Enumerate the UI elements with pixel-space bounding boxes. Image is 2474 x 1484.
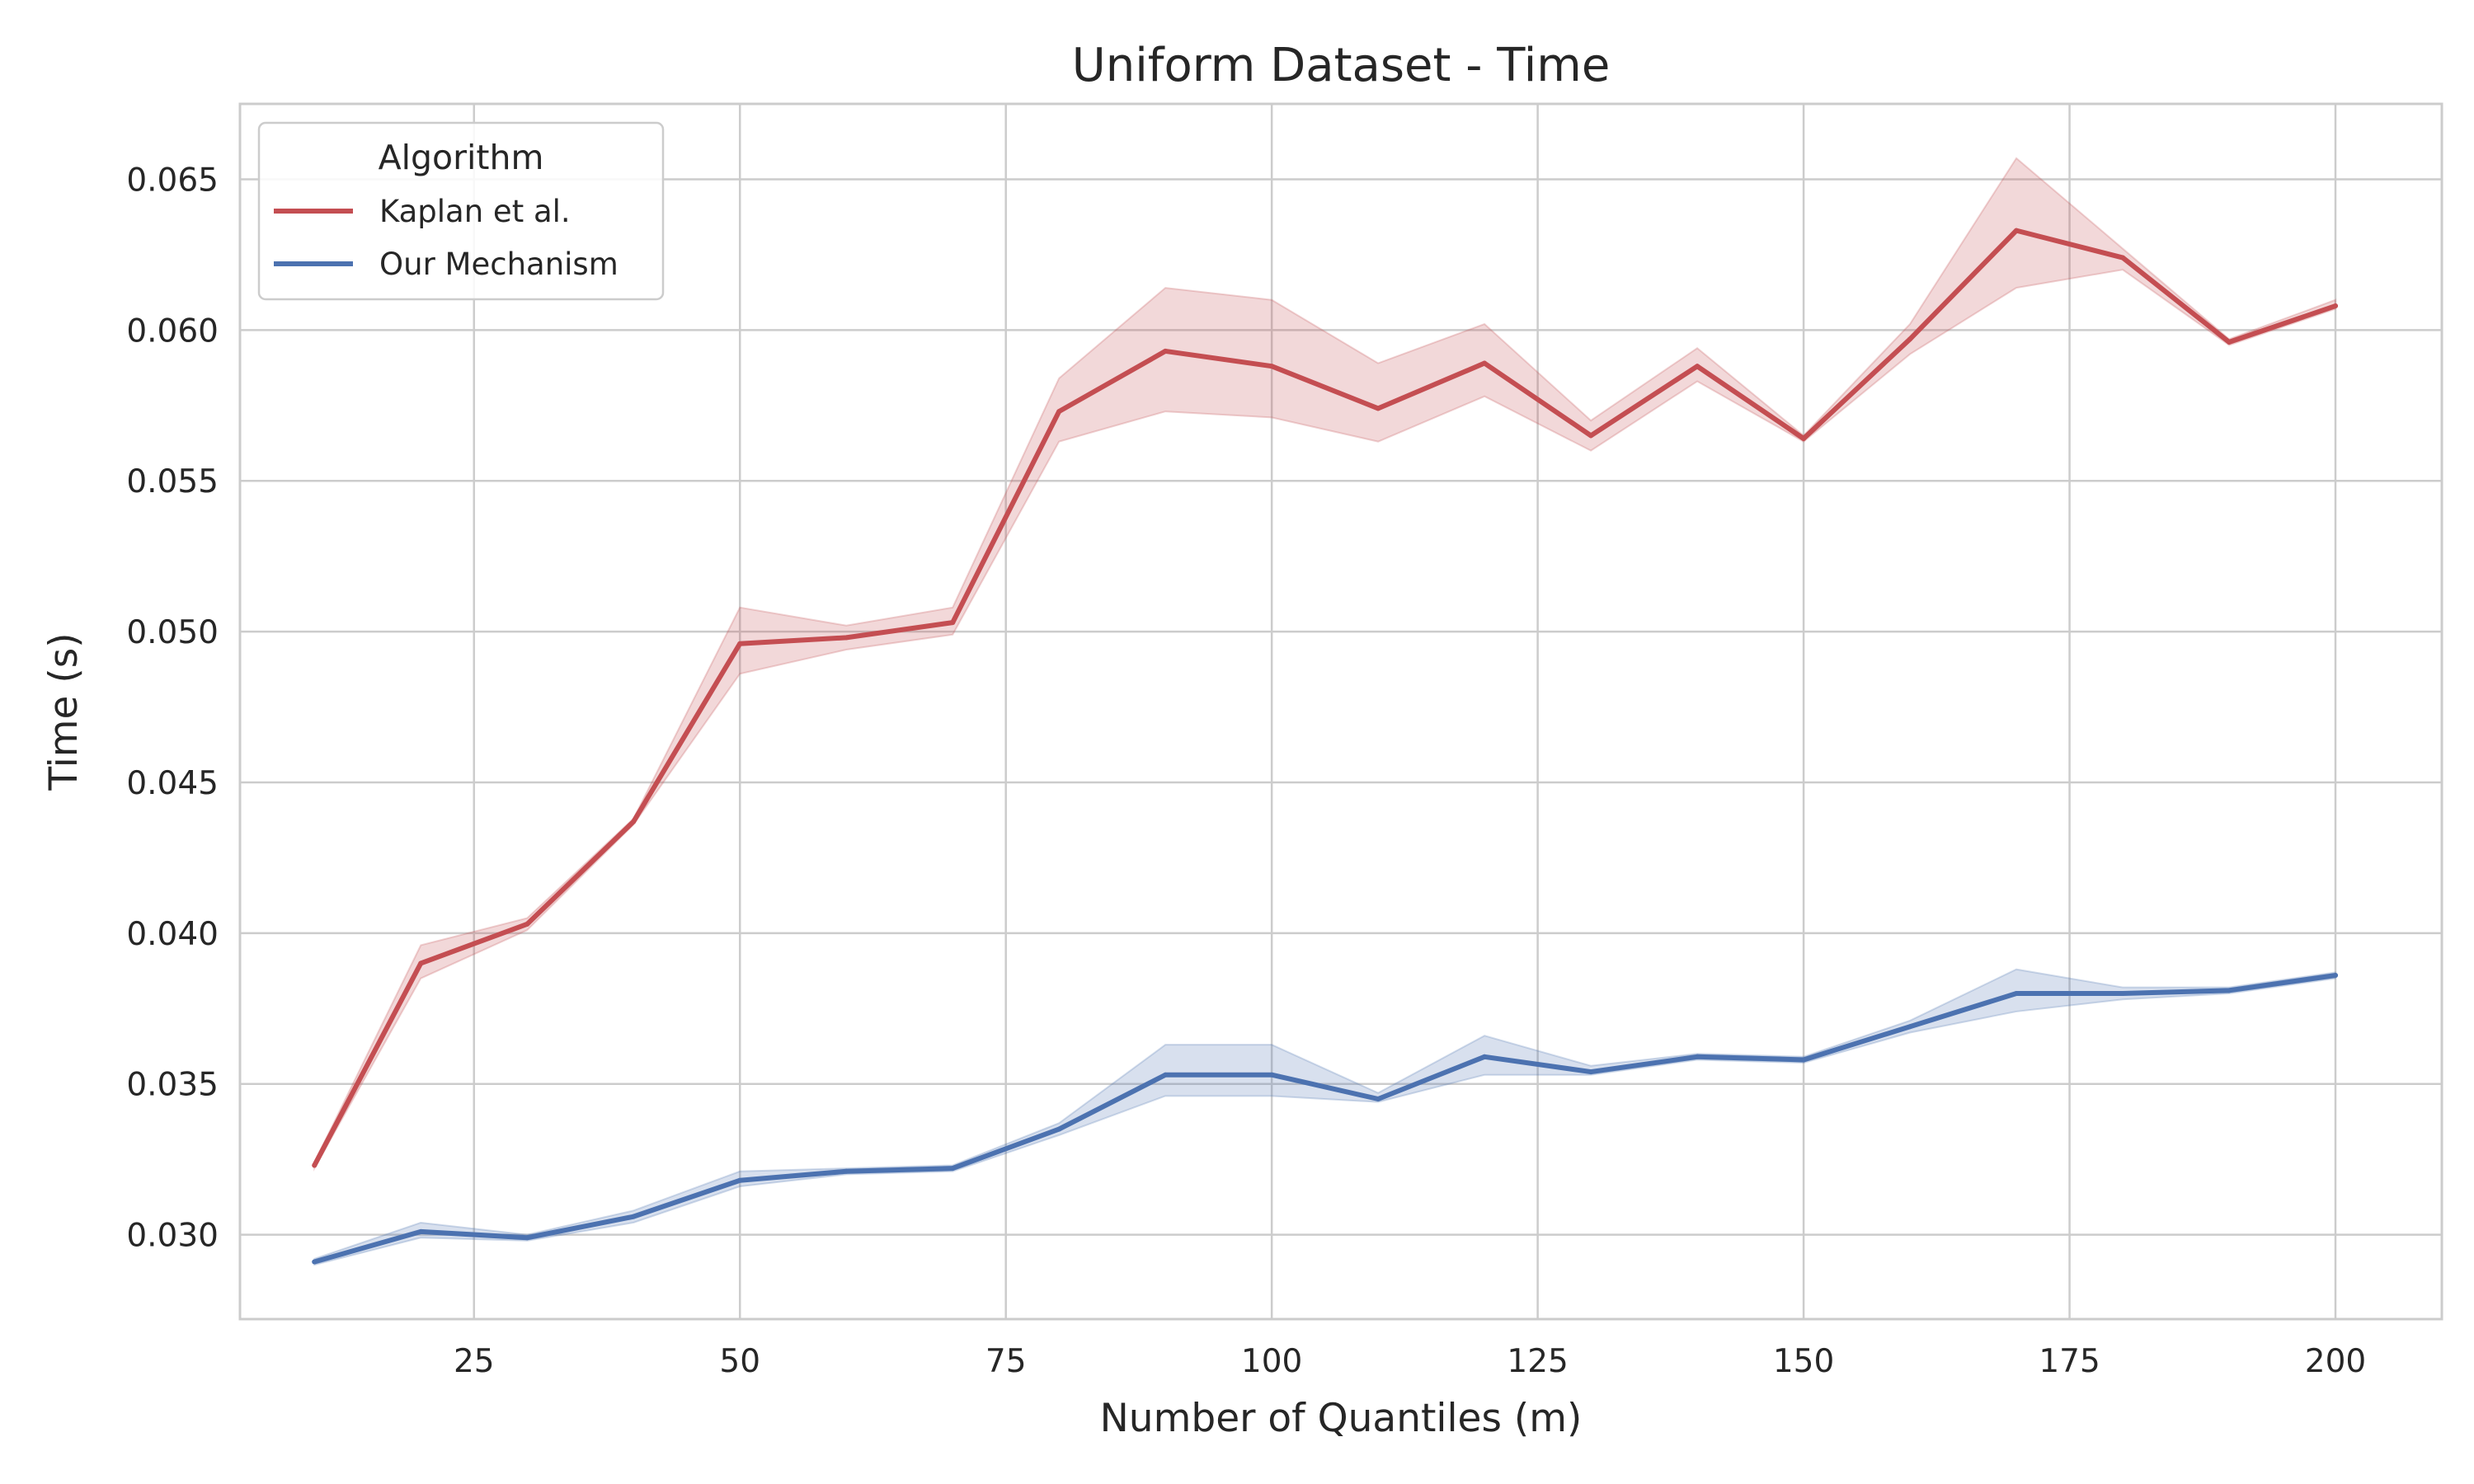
chart-title: Uniform Dataset - Time (1072, 39, 1611, 92)
y-tick-label: 0.060 (126, 312, 219, 350)
data-point (1376, 1096, 1381, 1101)
legend: Algorithm Kaplan et al. Our Mechanism (257, 121, 665, 301)
x-tick-label: 75 (985, 1343, 1027, 1380)
y-tick-label: 0.040 (126, 916, 219, 953)
data-point (1056, 1126, 1062, 1132)
y-tick-label: 0.050 (126, 614, 219, 651)
y-tick-label: 0.065 (126, 162, 219, 199)
x-tick-label: 200 (2305, 1343, 2366, 1380)
data-point (312, 1162, 317, 1168)
data-point (844, 1168, 849, 1174)
x-tick-label: 50 (719, 1343, 760, 1380)
data-point (1376, 406, 1381, 411)
data-point (2014, 990, 2020, 996)
data-point (1801, 1057, 1807, 1063)
legend-box (257, 121, 665, 301)
data-point (1907, 1024, 1913, 1030)
x-tick-label: 25 (454, 1343, 495, 1380)
data-point (1163, 1072, 1169, 1078)
y-tick-label: 0.030 (126, 1218, 219, 1255)
y-tick-label: 0.045 (126, 765, 219, 802)
x-tick-label: 100 (1241, 1343, 1302, 1380)
series-line-0 (312, 228, 2339, 1168)
x-tick-label: 150 (1773, 1343, 1834, 1380)
data-point (950, 620, 956, 626)
data-point (1269, 1072, 1275, 1078)
series-line-1 (312, 973, 2339, 1265)
data-point (631, 819, 637, 824)
legend-items: Kaplan et al. Our Mechanism (274, 194, 618, 282)
x-tick-label: 175 (2039, 1343, 2100, 1380)
tick-labels: 25 50 75 100 125 150 175 200 0.030 0.035 0.040 0.04… (126, 162, 2366, 1380)
data-point (524, 921, 530, 927)
data-point (1163, 348, 1169, 354)
data-point (1588, 433, 1594, 439)
data-point (2227, 339, 2232, 345)
data-point (1695, 1054, 1700, 1059)
data-point (418, 960, 424, 966)
data-point (737, 641, 743, 646)
data-point (1056, 409, 1062, 415)
series-lines (312, 228, 2339, 1265)
plot-frame (238, 102, 2443, 1321)
legend-label: Our Mechanism (379, 247, 618, 282)
data-point (2333, 303, 2339, 309)
y-axis-title: Time (s) (41, 632, 87, 791)
y-tick-label: 0.035 (126, 1067, 219, 1104)
legend-title: Algorithm (379, 138, 544, 177)
data-point (1269, 364, 1275, 369)
data-point (1801, 435, 1807, 441)
data-point (950, 1166, 956, 1172)
data-point (312, 1259, 317, 1265)
data-point (1588, 1069, 1594, 1075)
data-point (631, 1214, 637, 1219)
data-point (1482, 1054, 1488, 1059)
y-tick-label: 0.055 (126, 463, 219, 500)
data-point (2227, 988, 2232, 993)
data-point (1695, 364, 1700, 369)
data-point (418, 1228, 424, 1234)
data-point (1482, 360, 1488, 366)
data-point (737, 1177, 743, 1183)
data-point (524, 1235, 530, 1241)
data-point (1907, 336, 1913, 342)
data-point (844, 635, 849, 641)
data-point (2120, 990, 2126, 996)
x-tick-label: 125 (1507, 1343, 1568, 1380)
x-axis-title: Number of Quantiles (m) (1100, 1396, 1583, 1441)
data-point (2333, 973, 2339, 979)
data-point (2014, 228, 2020, 233)
legend-label: Kaplan et al. (379, 194, 571, 229)
data-point (2120, 255, 2126, 261)
